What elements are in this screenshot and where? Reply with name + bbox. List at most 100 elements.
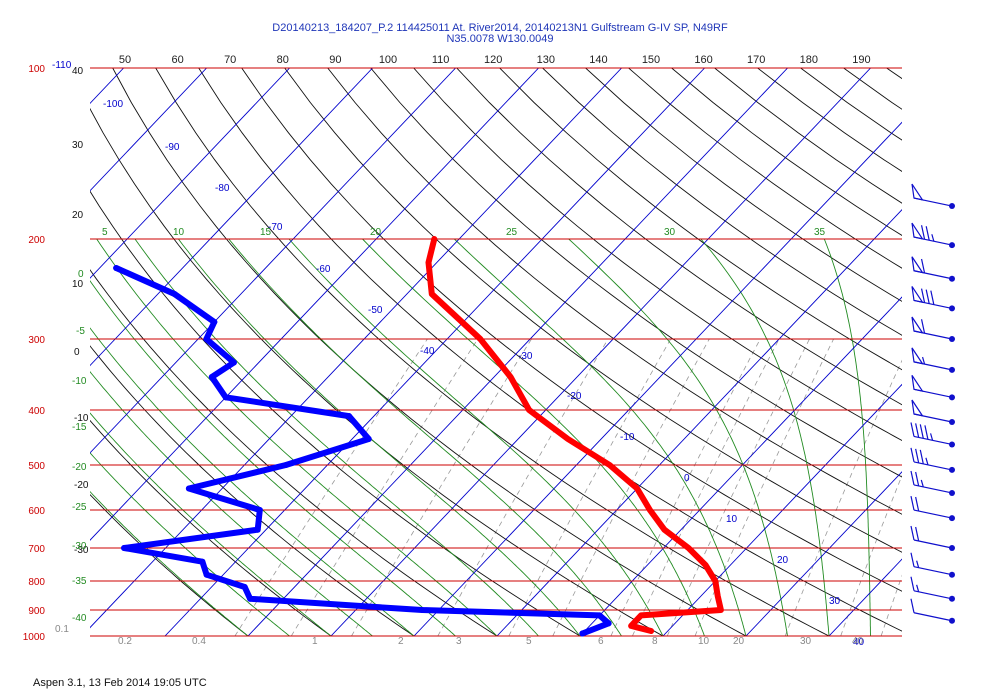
- mixing-ratio-line: [880, 574, 902, 636]
- wind-barb-half-feather: [925, 457, 929, 465]
- pressure-tick-label: 800: [28, 577, 45, 588]
- pressure-tick-label: 900: [28, 606, 45, 617]
- dewpoint-point: [365, 436, 372, 443]
- wind-barb: [910, 495, 955, 522]
- wind-barb: [910, 576, 955, 602]
- wind-barb: [911, 316, 955, 343]
- moist-adiabat-line: [362, 238, 705, 636]
- wind-barb-staff: [913, 461, 953, 471]
- isotherm-line: [90, 68, 207, 192]
- wind-barb: [910, 525, 955, 552]
- isotherm-label: 10: [726, 514, 738, 525]
- isotherm-line: [247, 68, 788, 636]
- isotherm-line: [90, 68, 373, 367]
- dry-adiabat-line: [456, 68, 902, 406]
- isotherm-label: 40: [853, 637, 865, 648]
- wind-barb: [910, 422, 955, 448]
- isotherm-line: [745, 471, 902, 636]
- dry-adiabat-label: 10: [72, 279, 84, 290]
- wind-barb-full-feather: [910, 422, 915, 437]
- wind-barb-flag: [911, 256, 924, 274]
- mixing-ratio-line: [234, 338, 428, 636]
- dry-adiabat-line: [198, 68, 902, 632]
- dewpoint-point: [121, 545, 128, 552]
- mixing-ratio-line: [632, 338, 780, 636]
- isotherm-line: [662, 383, 902, 636]
- dry-adiabat-line: [973, 68, 1000, 636]
- wind-barb-half-feather: [916, 560, 920, 568]
- dry-adiabat-line: [90, 419, 332, 636]
- footer-credit: Aspen 3.1, 13 Feb 2014 19:05 UTC: [33, 677, 207, 689]
- wind-barb-half-feather: [921, 356, 926, 365]
- dry-adiabat-line: [327, 68, 902, 515]
- wind-barb-staff: [913, 539, 953, 549]
- isotherm-label: -50: [368, 305, 383, 316]
- dry-adiabat-label: 40: [72, 66, 84, 77]
- isotherm-line: [90, 68, 456, 454]
- top-temperature-tick-label: 60: [171, 54, 183, 66]
- wind-barb-full-feather: [920, 258, 926, 274]
- dry-adiabat-label: 20: [72, 210, 84, 221]
- dry-adiabat-line: [671, 68, 902, 236]
- dry-adiabat-line: [90, 190, 581, 636]
- isotherm-line: [579, 296, 902, 636]
- dewpoint-point: [222, 394, 229, 401]
- pressure-tick-label: 300: [28, 335, 45, 346]
- dewpoint-point: [230, 359, 237, 366]
- wind-barb-full-feather: [919, 424, 924, 439]
- dewpoint-point: [199, 558, 206, 565]
- wind-barb-full-feather: [910, 447, 915, 463]
- dry-adiabat-line: [542, 68, 902, 336]
- mixing-ratio-label: 6: [598, 636, 604, 647]
- wind-barb-staff: [913, 612, 953, 622]
- mixing-ratio-line: [290, 338, 479, 636]
- wind-barb-full-feather: [924, 425, 929, 440]
- dry-adiabat-line: [90, 345, 415, 636]
- isotherm-label: 0: [684, 473, 690, 484]
- isotherm-line: [496, 209, 902, 636]
- top-temperature-tick-label: 110: [432, 54, 450, 66]
- top-temperature-tick-label: 190: [852, 54, 870, 66]
- wind-barb-staff: [913, 590, 953, 600]
- dewpoint-point: [208, 374, 215, 381]
- wind-barb-full-feather: [915, 471, 920, 487]
- isotherm-label: -110: [52, 60, 72, 71]
- wind-barb-full-feather: [910, 525, 915, 541]
- moist-adiabat-label: -5: [76, 326, 85, 337]
- moist-adiabat-label: 30: [664, 227, 676, 238]
- wind-barb-full-feather: [910, 598, 915, 613]
- wind-barb-flag: [911, 183, 924, 201]
- dewpoint-point: [211, 318, 218, 325]
- wind-barb-full-feather: [925, 289, 930, 304]
- wind-barb-staff: [913, 566, 953, 576]
- dewpoint-point: [185, 485, 192, 492]
- dry-adiabat-line: [714, 68, 902, 204]
- mixing-ratio-line: [437, 338, 609, 636]
- isotherm-label: -60: [316, 264, 331, 275]
- mixing-ratio-label: 0.2: [118, 636, 132, 647]
- top-temperature-tick-label: 120: [484, 54, 502, 66]
- wind-barb-full-feather: [915, 448, 920, 464]
- wind-barb: [911, 374, 955, 401]
- wind-barb-flag: [911, 316, 924, 334]
- isotherm-label: -70: [268, 222, 283, 233]
- wind-barb-full-feather: [910, 495, 915, 511]
- dry-adiabat-line: [800, 68, 902, 141]
- pressure-tick-label: 600: [28, 506, 45, 517]
- dry-adiabat-line: [930, 68, 1000, 636]
- moist-adiabat-label: -10: [72, 376, 87, 387]
- wind-barb-full-feather: [915, 526, 920, 542]
- top-temperature-tick-label: 150: [642, 54, 660, 66]
- top-temperature-tick-label: 170: [747, 54, 765, 66]
- mixing-ratio-label: 30: [800, 636, 812, 647]
- top-temperature-tick-label: 140: [589, 54, 607, 66]
- dry-adiabat-line: [843, 68, 902, 110]
- dry-adiabat-line: [413, 68, 902, 441]
- isotherm-label: 20: [777, 555, 789, 566]
- wind-barb: [911, 222, 955, 249]
- temperature-trace: [425, 236, 724, 634]
- wind-barb-full-feather: [910, 576, 915, 591]
- dewpoint-point: [254, 526, 261, 533]
- pressure-tick-label: 400: [28, 406, 45, 417]
